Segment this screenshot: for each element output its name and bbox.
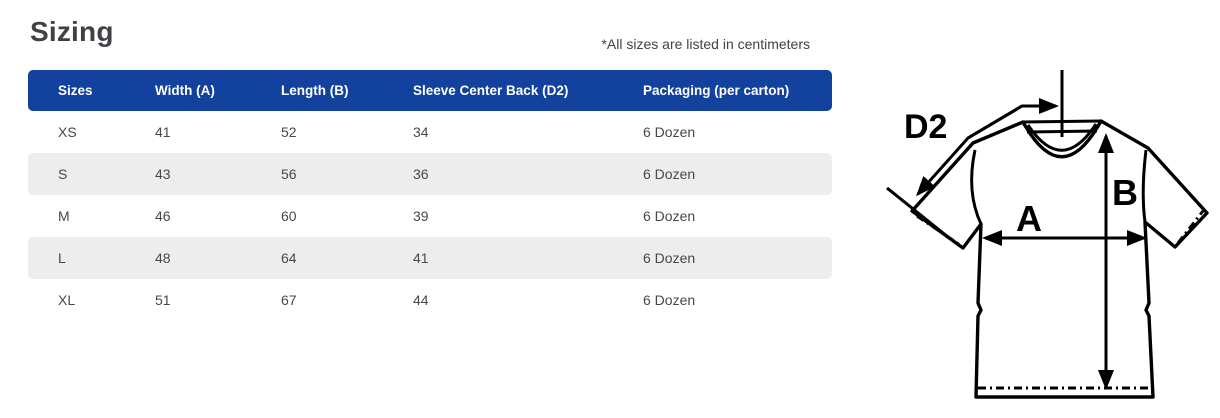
- column-header-packaging: Packaging (per carton): [643, 83, 790, 98]
- page-title: Sizing: [30, 16, 114, 47]
- length-label: B: [1112, 172, 1138, 213]
- table-row-l: L 48 64 41 6 Dozen: [28, 237, 832, 279]
- cell-length: 64: [281, 250, 297, 266]
- cell-size: XS: [58, 124, 77, 140]
- right-cuff-stitch: [1176, 210, 1205, 244]
- table-header-row: Sizes Width (A) Length (B) Sleeve Center…: [28, 70, 832, 111]
- cell-size: M: [58, 208, 70, 224]
- cell-sleeve: 39: [413, 208, 429, 224]
- cell-sleeve: 34: [413, 124, 429, 140]
- cell-packaging: 6 Dozen: [643, 292, 696, 308]
- d2-arrow-to-cuff: [916, 104, 1023, 197]
- cell-packaging: 6 Dozen: [643, 166, 696, 182]
- cell-packaging: 6 Dozen: [643, 250, 696, 266]
- cell-size: L: [58, 250, 66, 266]
- cell-width: 46: [155, 208, 171, 224]
- width-label: A: [1016, 198, 1042, 239]
- column-header-length: Length (B): [281, 83, 349, 98]
- cell-size: S: [58, 166, 68, 182]
- column-header-sleeve: Sleeve Center Back (D2): [413, 83, 569, 98]
- cell-length: 56: [281, 166, 297, 182]
- sizing-table: Sizes Width (A) Length (B) Sleeve Center…: [28, 70, 832, 321]
- cell-sleeve: 36: [413, 166, 429, 182]
- cell-sleeve: 44: [413, 292, 429, 308]
- table-row-m: M 46 60 39 6 Dozen: [28, 195, 832, 237]
- cell-length: 67: [281, 292, 297, 308]
- cell-length: 52: [281, 124, 297, 140]
- cell-sleeve: 41: [413, 250, 429, 266]
- cell-size: XL: [58, 292, 76, 308]
- cell-width: 43: [155, 166, 171, 182]
- tshirt-outline: [910, 119, 1209, 399]
- cell-packaging: 6 Dozen: [643, 208, 696, 224]
- column-header-width: Width (A): [155, 83, 215, 98]
- table-row-s: S 43 56 36 6 Dozen: [28, 153, 832, 195]
- cuff-extension-line: [886, 186, 949, 239]
- collar-rib-arc: [1026, 123, 1098, 152]
- tshirt-measurement-diagram: D2 A B: [886, 70, 1209, 399]
- right-sleeve-seam: [1141, 149, 1148, 223]
- cell-width: 51: [155, 292, 171, 308]
- table-body: XS 41 52 34 6 Dozen S 43 56 36 6 Dozen M…: [28, 111, 832, 321]
- cell-width: 41: [155, 124, 171, 140]
- cell-length: 60: [281, 208, 297, 224]
- table-row-xs: XS 41 52 34 6 Dozen: [28, 111, 832, 153]
- column-header-sizes: Sizes: [58, 83, 93, 98]
- left-sleeve-seam: [970, 149, 983, 225]
- table-row-xl: XL 51 67 44 6 Dozen: [28, 279, 832, 321]
- cell-width: 48: [155, 250, 171, 266]
- units-note: *All sizes are listed in centimeters: [601, 36, 810, 52]
- cell-packaging: 6 Dozen: [643, 124, 696, 140]
- d2-label: D2: [904, 108, 947, 146]
